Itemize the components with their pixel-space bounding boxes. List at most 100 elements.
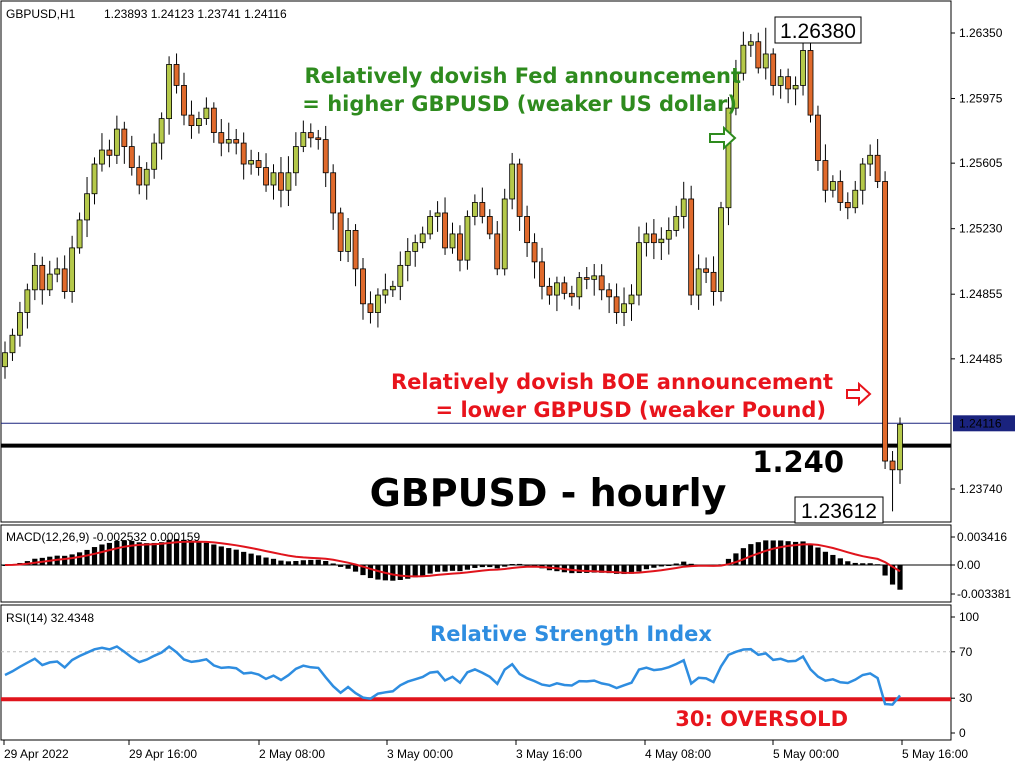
rsi-pane [0, 604, 952, 741]
macd-histogram-bar [345, 565, 351, 569]
macd-histogram-bar [748, 544, 754, 565]
candle-body [770, 53, 777, 86]
candle-body [449, 233, 456, 249]
candle-body [360, 268, 366, 305]
time-axis-label: 29 Apr 16:00 [129, 747, 197, 761]
candle-body [427, 216, 434, 235]
macd-histogram-bar [807, 543, 814, 565]
candle-body [345, 230, 351, 252]
macd-histogram-bar [651, 565, 657, 568]
macd-histogram-bar [144, 543, 150, 565]
symbol-label: GBPUSD,H1 [6, 7, 76, 21]
price-axis-label: 1.24485 [959, 352, 1003, 366]
macd-histogram-bar [613, 565, 620, 574]
candle-body [76, 219, 83, 249]
candle-body [859, 163, 866, 191]
candle-body [561, 282, 568, 294]
macd-histogram-bar [673, 563, 679, 565]
macd-histogram-bar [136, 542, 142, 565]
candle-body [747, 41, 754, 46]
current-price-label: 1.24116 [959, 416, 1002, 430]
macd-histogram-bar [599, 565, 605, 573]
candle-body [106, 149, 113, 156]
macd-histogram-bar [845, 561, 851, 565]
macd-histogram-bar [606, 565, 612, 574]
candle-body [203, 107, 210, 120]
candle-body [829, 181, 836, 191]
ohlc-readout: 1.23893 1.24123 1.23741 1.24116 [104, 7, 287, 21]
candle-body [628, 294, 635, 305]
candle-body [375, 294, 381, 313]
candle-body [188, 114, 195, 126]
candle-body [84, 193, 90, 221]
price-layer [1, 27, 951, 512]
macd-histogram-bar [837, 558, 843, 565]
candle-body [785, 76, 792, 90]
candle-body [621, 303, 627, 313]
boe-annotation-line2: = lower GBPUSD (weaker Pound) [436, 398, 826, 422]
candle-body [815, 114, 821, 161]
candle-body [486, 216, 493, 235]
rsi-line [4, 645, 901, 706]
macd-histogram-bar [226, 548, 232, 565]
time-axis-label: 3 May 16:00 [516, 747, 582, 761]
candle-body [278, 172, 284, 191]
macd-histogram-bar [681, 561, 687, 565]
candle-body [128, 146, 135, 168]
macd-histogram-bar [666, 565, 672, 566]
candle-body [181, 85, 187, 116]
macd-histogram-bar [852, 562, 858, 565]
rsi-title: Relative Strength Index [430, 622, 712, 646]
candle-body [874, 154, 881, 182]
candle-body [643, 233, 650, 244]
macd-histogram-bar [308, 559, 314, 565]
macd-histogram-bar [524, 564, 530, 566]
macd-histogram-bar [442, 565, 448, 572]
macd-histogram-bar [285, 561, 292, 565]
price-axis-label: 1.26350 [959, 26, 1003, 40]
candle-body [539, 261, 545, 287]
candle-body [143, 168, 150, 186]
macd-histogram-bar [338, 565, 344, 567]
boe-annotation-line1: Relatively dovish BOE announcement [391, 370, 833, 394]
low-label-box [794, 496, 884, 524]
macd-histogram-bar [151, 542, 157, 565]
candle-body [91, 163, 98, 195]
macd-histogram-bar [211, 544, 217, 565]
candle-body [524, 216, 530, 244]
macd-layer [1, 538, 951, 590]
candle-body [367, 303, 374, 313]
candle-body [270, 172, 277, 186]
candle-body [24, 289, 31, 313]
macd-histogram-bar [449, 565, 456, 571]
candle-body [613, 296, 620, 313]
macd-histogram-bar [628, 565, 635, 574]
macd-histogram-bar [643, 565, 650, 570]
macd-histogram-bar [591, 565, 597, 573]
candle-body [121, 128, 128, 147]
candle-body [606, 289, 613, 298]
candle-body [248, 160, 255, 165]
time-axis-label: 3 May 00:00 [387, 747, 453, 761]
candle-body [733, 72, 739, 109]
macd-histogram-bar [352, 565, 359, 572]
candle-body [419, 233, 426, 244]
macd-histogram-bar [420, 565, 426, 576]
macd-histogram-bar [412, 565, 418, 578]
fed-annotation-line2: = higher GBPUSD (weaker US dollar) [302, 92, 737, 116]
macd-histogram-bar [479, 565, 485, 568]
macd-histogram-bar [792, 541, 799, 565]
macd-histogram-bar [99, 544, 105, 565]
macd-title: MACD(12,26,9) -0.002532 0.000159 [6, 530, 200, 544]
macd-axis-label: 0.003416 [957, 530, 1007, 544]
candle-body [792, 85, 799, 90]
fed-arrow-icon [709, 125, 737, 151]
macd-histogram-bar [464, 565, 471, 570]
macd-histogram-bar [785, 541, 791, 565]
time-axis-label: 5 May 00:00 [773, 747, 839, 761]
rsi-indicator-title: RSI(14) 32.4348 [6, 611, 94, 625]
price-axis-label: 1.25605 [959, 156, 1003, 170]
macd-histogram-bar [397, 565, 403, 580]
macd-histogram-bar [300, 560, 306, 565]
macd-histogram-bar [330, 563, 336, 565]
